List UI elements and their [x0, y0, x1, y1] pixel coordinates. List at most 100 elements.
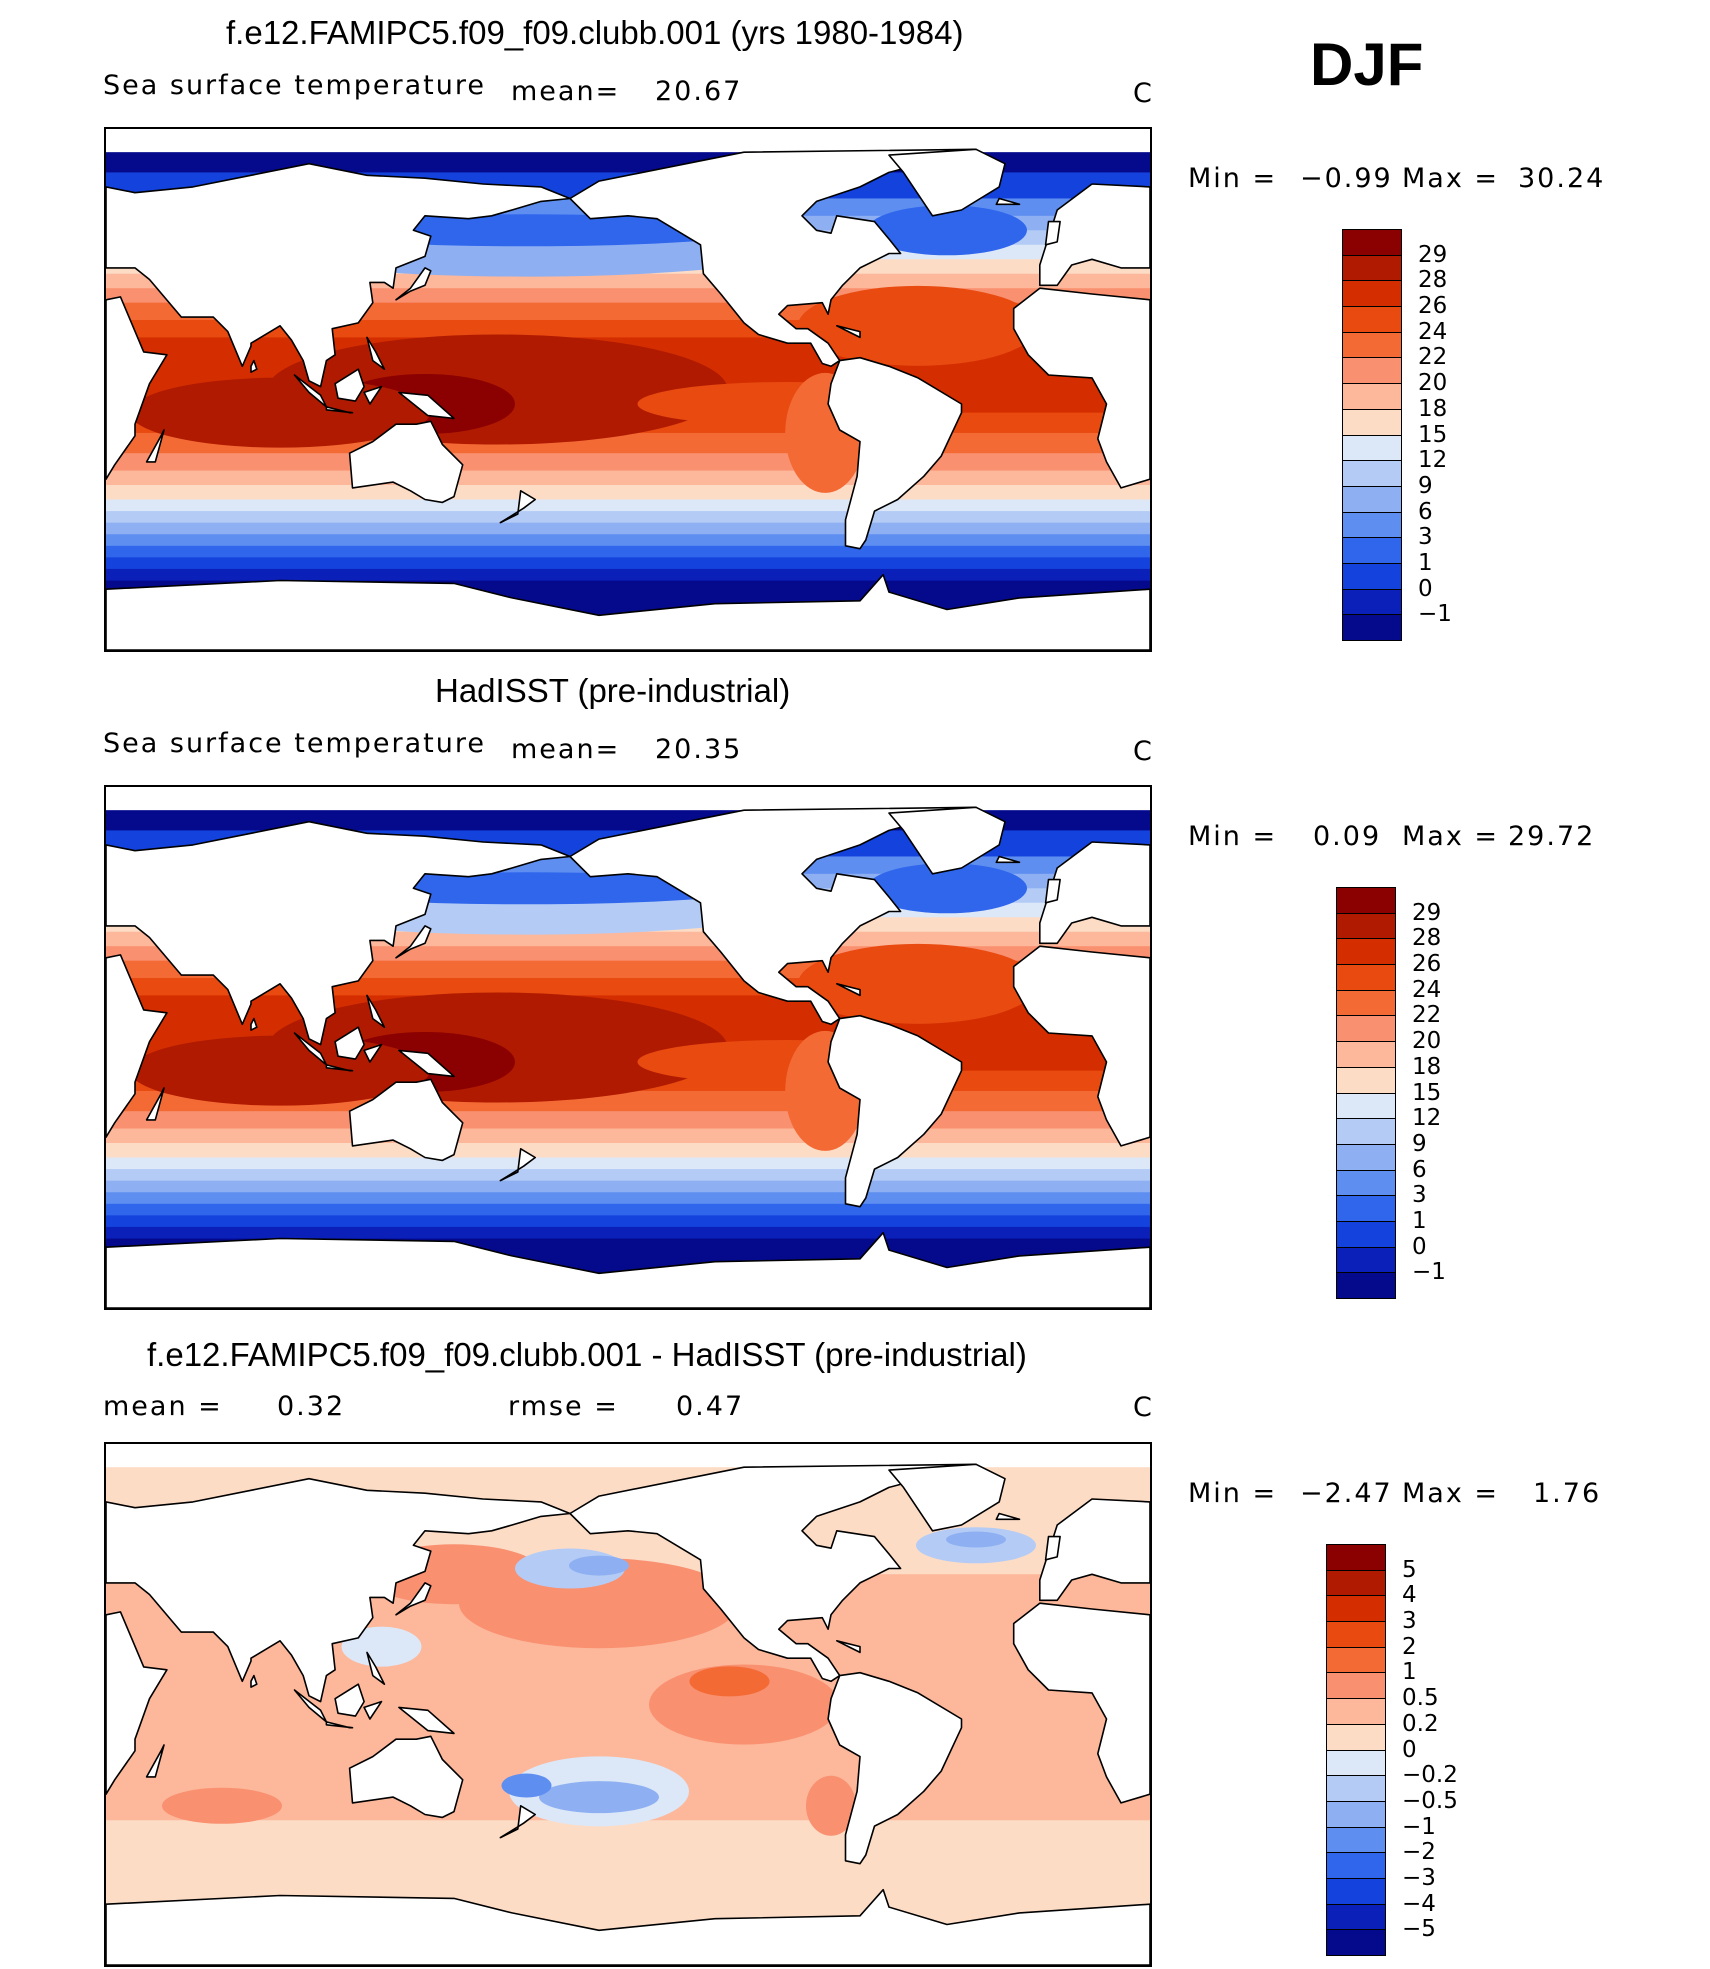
colorbar-swatch: [1336, 1041, 1396, 1068]
panel-1-colorbar: 29 28 26 24 22 20 18 15 12 9 6 3 1 0 −1: [1342, 229, 1452, 641]
colorbar-tick-label: 22: [1418, 344, 1448, 371]
colorbar-tick-label: 0: [1412, 1233, 1427, 1260]
colorbar-swatch: [1326, 1903, 1386, 1931]
colorbar-swatch: [1342, 229, 1402, 256]
colorbar-swatch: [1326, 1595, 1386, 1623]
colorbar-tick-label: 9: [1418, 472, 1433, 499]
colorbar-swatch: [1326, 1877, 1386, 1905]
colorbar-swatch: [1342, 434, 1402, 462]
colorbar-swatch: [1336, 887, 1396, 914]
panel-3-max-label: Max =: [1402, 1478, 1500, 1509]
panel-2-map: [104, 785, 1152, 1310]
panel-3-mean-value: 0.32: [277, 1391, 346, 1422]
colorbar-swatch: [1336, 1246, 1396, 1274]
colorbar-tick-label: −1: [1402, 1813, 1436, 1840]
colorbar-swatch: [1326, 1749, 1386, 1777]
colorbar-swatch: [1342, 357, 1402, 385]
colorbar-tick-label: 12: [1412, 1105, 1442, 1132]
colorbar-tick-label: 18: [1418, 395, 1448, 422]
colorbar-swatch: [1326, 1800, 1386, 1828]
panel-1-mean-label: mean=: [511, 76, 621, 107]
panel-3-min-label: Min =: [1188, 1478, 1278, 1509]
colorbar-swatch: [1342, 537, 1402, 564]
panel-2-colorbar: 29 28 26 24 22 20 18 15 12 9 6 3 1 0 −1: [1336, 887, 1446, 1299]
colorbar-swatch: [1326, 1852, 1386, 1879]
panel-3-units: C: [1133, 1392, 1154, 1423]
colorbar-swatch: [1342, 588, 1402, 616]
panel-2-mean-label: mean=: [511, 734, 621, 765]
colorbar-swatch: [1336, 989, 1396, 1017]
colorbar-tick-label: 0: [1402, 1736, 1417, 1763]
colorbar-swatch: [1326, 1723, 1386, 1751]
colorbar-swatch: [1336, 912, 1396, 940]
colorbar-swatch: [1326, 1698, 1386, 1725]
colorbar-tick-label: 18: [1412, 1053, 1442, 1080]
colorbar-swatch: [1342, 614, 1402, 641]
colorbar-swatch: [1326, 1544, 1386, 1571]
panel-2-variable-label: Sea surface temperature: [103, 728, 486, 759]
colorbar-swatch: [1336, 964, 1396, 991]
colorbar-swatch: [1342, 254, 1402, 282]
panel-2-mean-value: 20.35: [655, 734, 743, 765]
panel-2-units: C: [1133, 736, 1154, 767]
colorbar-tick-label: −0.2: [1402, 1762, 1458, 1789]
panel-3-map: [104, 1442, 1152, 1967]
colorbar-swatch: [1342, 408, 1402, 436]
colorbar-swatch: [1342, 331, 1402, 359]
colorbar-swatch: [1336, 1143, 1396, 1171]
panel-1-units: C: [1133, 78, 1154, 109]
colorbar-swatch: [1336, 1195, 1396, 1222]
colorbar-tick-label: −1: [1418, 601, 1452, 628]
colorbar-tick-label: −1: [1412, 1259, 1446, 1286]
panel-3-title: f.e12.FAMIPC5.f09_f09.clubb.001 - HadISS…: [147, 1336, 1027, 1373]
colorbar-swatch: [1336, 1015, 1396, 1043]
panel-1-variable-label: Sea surface temperature: [103, 70, 486, 101]
colorbar-swatch: [1342, 383, 1402, 410]
colorbar-swatch: [1326, 1621, 1386, 1648]
colorbar-swatch: [1326, 1775, 1386, 1802]
colorbar-tick-label: 20: [1418, 370, 1448, 397]
colorbar-tick-label: 29: [1412, 899, 1442, 926]
colorbar-tick-label: 3: [1412, 1182, 1427, 1209]
colorbar-tick-label: 1: [1418, 549, 1433, 576]
colorbar-tick-label: 28: [1418, 267, 1448, 294]
colorbar-swatch: [1336, 1118, 1396, 1145]
colorbar-swatch: [1326, 1826, 1386, 1854]
panel-1-min-value: −0.99: [1300, 163, 1393, 194]
season-label: DJF: [1310, 31, 1424, 98]
colorbar-tick-label: 3: [1418, 524, 1433, 551]
colorbar-tick-label: 20: [1412, 1028, 1442, 1055]
colorbar-tick-label: 0.2: [1402, 1710, 1439, 1737]
colorbar-tick-label: 6: [1412, 1156, 1427, 1183]
colorbar-tick-label: 4: [1402, 1582, 1417, 1609]
panel-3-colorbar: 5 4 3 2 1 0.5 0.2 0 −0.2 −0.5 −1 −2 −3 −4 −5: [1326, 1544, 1458, 1956]
colorbar-tick-label: −0.5: [1402, 1787, 1458, 1814]
colorbar-tick-label: 15: [1418, 421, 1448, 448]
colorbar-swatch: [1336, 1169, 1396, 1197]
colorbar-tick-label: 1: [1412, 1207, 1427, 1234]
colorbar-swatch: [1342, 562, 1402, 590]
colorbar-tick-label: 26: [1418, 293, 1448, 320]
colorbar-tick-label: 12: [1418, 447, 1448, 474]
colorbar-swatch: [1342, 280, 1402, 308]
colorbar-swatch: [1326, 1672, 1386, 1700]
colorbar-tick-label: −3: [1402, 1864, 1436, 1891]
colorbar-tick-label: 28: [1412, 925, 1442, 952]
colorbar-tick-label: 6: [1418, 498, 1433, 525]
colorbar-swatch: [1336, 1092, 1396, 1120]
colorbar-tick-label: 5: [1402, 1556, 1417, 1583]
colorbar-swatch: [1336, 1272, 1396, 1299]
colorbar-tick-label: 24: [1412, 976, 1442, 1003]
colorbar-tick-label: 15: [1412, 1079, 1442, 1106]
colorbar-swatch: [1326, 1646, 1386, 1674]
panel-3-rmse-value: 0.47: [676, 1391, 745, 1422]
panel-3-max-value: 1.76: [1533, 1478, 1602, 1509]
colorbar-swatch: [1336, 1066, 1396, 1094]
panel-2-min-label: Min =: [1188, 821, 1278, 852]
colorbar-tick-label: −4: [1402, 1890, 1436, 1917]
panel-1-title: f.e12.FAMIPC5.f09_f09.clubb.001 (yrs 198…: [226, 14, 964, 51]
colorbar-swatch: [1336, 1220, 1396, 1248]
colorbar-swatch: [1326, 1569, 1386, 1597]
colorbar-swatch: [1326, 1929, 1386, 1956]
colorbar-tick-label: 22: [1412, 1002, 1442, 1029]
